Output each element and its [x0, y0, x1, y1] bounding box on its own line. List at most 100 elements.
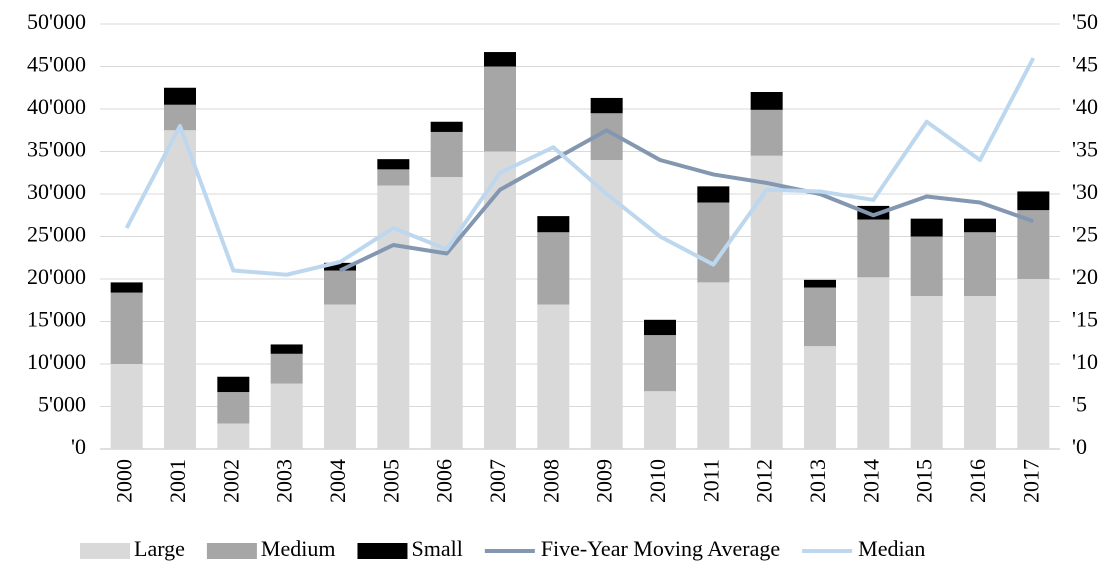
bar-segment [377, 169, 410, 186]
y2-tick-label: '5 [1072, 392, 1087, 417]
bar-segment [484, 151, 516, 449]
bar-segment [590, 160, 623, 449]
x-tick-label: 2013 [805, 459, 830, 503]
x-tick-label: 2011 [698, 459, 723, 502]
bar-segment [750, 92, 783, 110]
x-tick-label: 2003 [272, 459, 297, 503]
x-tick-label: 2001 [165, 459, 190, 503]
legend-label: Median [858, 536, 925, 561]
y-tick-label: 25'000 [27, 222, 86, 247]
y2-tick-label: '0 [1072, 434, 1087, 459]
bar-segment [164, 130, 196, 449]
y-tick-label: 5'000 [38, 392, 86, 417]
y-tick-label: 35'000 [27, 137, 86, 162]
bar-segment [110, 292, 143, 364]
bar-segment [644, 319, 676, 336]
y2-tick-label: '25 [1072, 222, 1098, 247]
y-tick-label: '0 [71, 434, 86, 459]
bar-segment [910, 218, 943, 237]
y2-tick-label: '30 [1072, 179, 1098, 204]
x-tick-label: 2000 [112, 459, 137, 503]
bar-segment [484, 66, 516, 152]
bar-segment [430, 177, 463, 449]
bar-segment [964, 232, 996, 296]
bar-segment [430, 121, 463, 132]
x-tick-label: 2009 [592, 459, 617, 503]
y2-tick-label: '15 [1072, 307, 1098, 332]
x-tick-label: 2010 [645, 459, 670, 503]
y2-tick-label: '45 [1072, 52, 1098, 77]
y-tick-label: 10'000 [27, 349, 86, 374]
x-tick-label: 2012 [752, 459, 777, 503]
bar-segment [644, 335, 676, 392]
bar-segment [910, 236, 943, 296]
bar-segment [110, 282, 143, 293]
bar-segment [324, 262, 356, 271]
x-tick-label: 2005 [378, 459, 403, 503]
bar-segment [804, 287, 836, 347]
bar-segment [217, 423, 250, 449]
bar-segment [217, 376, 250, 393]
legend-swatch [357, 543, 408, 559]
x-tick-label: 2004 [325, 459, 350, 503]
y2-tick-label: '40 [1072, 94, 1098, 119]
legend-swatch [206, 543, 257, 559]
bar-segment [270, 383, 303, 449]
y2-tick-label: '20 [1072, 264, 1098, 289]
bar-segment [217, 392, 250, 424]
bar-segment [697, 202, 730, 283]
bar-segment [537, 216, 570, 233]
x-tick-label: 2017 [1018, 459, 1043, 503]
bar-segment [857, 277, 890, 449]
y-tick-label: 50'000 [27, 9, 86, 34]
bar-segment [590, 97, 623, 114]
x-tick-label: 2015 [912, 459, 937, 503]
x-tick-label: 2002 [218, 459, 243, 503]
bar-segment [377, 185, 410, 449]
legend-label: Large [134, 536, 185, 561]
legend-label: Five-Year Moving Average [541, 536, 780, 561]
bar-segment [750, 155, 783, 449]
x-tick-label: 2007 [485, 459, 510, 503]
y-tick-label: 45'000 [27, 52, 86, 77]
bar-segment [804, 279, 836, 288]
bar-segment [110, 364, 143, 449]
x-tick-label: 2006 [432, 459, 457, 503]
bar-segment [697, 282, 730, 449]
y-tick-label: 20'000 [27, 264, 86, 289]
bar-segment [270, 353, 303, 384]
bar-segment [270, 344, 303, 354]
bar-segment [324, 270, 356, 305]
y2-tick-label: '35 [1072, 137, 1098, 162]
bar-segment [324, 304, 356, 449]
bar-segment [430, 131, 463, 177]
x-tick-label: 2016 [965, 459, 990, 503]
y-tick-label: 30'000 [27, 179, 86, 204]
bar-segment [910, 296, 943, 449]
bar-segment [750, 109, 783, 156]
bar-segment [1017, 279, 1050, 449]
bar-segment [1017, 210, 1050, 279]
bar-segment [377, 159, 410, 170]
legend-swatch [80, 543, 130, 559]
bar-segment [164, 87, 196, 105]
bar-segment [697, 186, 730, 203]
bar-segment [537, 232, 570, 305]
line-series [339, 128, 1034, 273]
bar-segment [857, 219, 890, 278]
y-tick-label: 40'000 [27, 94, 86, 119]
bar-segment [484, 52, 516, 67]
bar-segment [1017, 191, 1050, 211]
x-tick-label: 2014 [858, 459, 883, 503]
bar-segment [964, 296, 996, 449]
y2-tick-label: '50 [1072, 9, 1098, 34]
legend-label: Small [411, 536, 462, 561]
bar-segment [537, 304, 570, 449]
x-tick-label: 2008 [538, 459, 563, 503]
y-tick-label: 15'000 [27, 307, 86, 332]
bar-segment [804, 346, 836, 449]
bar-segment [644, 391, 676, 449]
bar-segment [857, 205, 890, 220]
y2-tick-label: '10 [1072, 349, 1098, 374]
